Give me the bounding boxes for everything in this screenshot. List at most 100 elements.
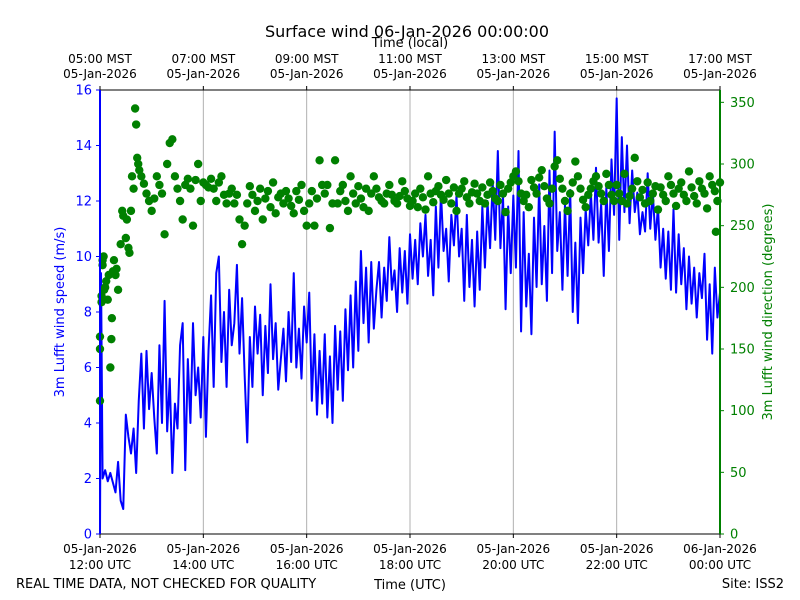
wind-direction-point xyxy=(677,178,686,187)
left-tick-label: 8 xyxy=(84,306,92,321)
wind-direction-point xyxy=(103,295,112,304)
direction-series xyxy=(95,104,725,405)
x-tick-utc-time: 00:00 UTC xyxy=(689,558,751,572)
wind-direction-point xyxy=(537,165,546,175)
wind-direction-point xyxy=(710,186,720,196)
wind-direction-point xyxy=(480,199,490,208)
wind-direction-point xyxy=(653,205,663,214)
wind-direction-point xyxy=(625,191,634,201)
wind-direction-point xyxy=(553,156,562,165)
x-tick-local-time: 17:00 MST xyxy=(688,52,752,66)
wind-direction-point xyxy=(385,180,394,190)
wind-direction-point xyxy=(596,189,606,198)
wind-direction-point xyxy=(294,195,304,204)
wind-direction-point xyxy=(137,172,146,181)
wind-direction-point xyxy=(222,199,231,208)
left-tick-label: 4 xyxy=(84,417,92,432)
wind-direction-point xyxy=(418,193,428,202)
wind-direction-point xyxy=(127,172,137,181)
wind-direction-point xyxy=(133,153,142,163)
wind-direction-point xyxy=(457,184,466,193)
right-tick-label: 350 xyxy=(730,96,755,111)
wind-direction-point xyxy=(263,186,273,196)
wind-direction-point xyxy=(126,206,136,216)
bottom-axis-label: Time (UTC) xyxy=(373,578,446,593)
site-label: Site: ISS2 xyxy=(722,577,784,592)
wind-direction-point xyxy=(615,189,624,198)
wind-direction-point xyxy=(240,221,249,230)
wind-direction-point xyxy=(271,209,280,218)
wind-direction-point xyxy=(581,202,590,212)
x-tick-utc-date: 06-Jan-2026 xyxy=(683,542,757,556)
wind-direction-point xyxy=(630,153,639,163)
wind-direction-point xyxy=(196,196,205,206)
wind-direction-point xyxy=(131,120,141,129)
left-tick-label: 14 xyxy=(75,139,92,154)
wind-direction-point xyxy=(170,172,180,181)
wind-direction-point xyxy=(147,206,156,216)
wind-direction-point xyxy=(356,194,366,203)
wind-direction-point xyxy=(565,189,575,198)
wind-direction-point xyxy=(186,184,195,193)
wind-direction-point xyxy=(116,239,125,249)
wind-direction-point xyxy=(109,256,119,265)
x-tick-utc-time: 14:00 UTC xyxy=(172,558,234,572)
left-tick-label: 2 xyxy=(84,472,92,487)
wind-direction-point xyxy=(302,221,311,230)
wind-direction-point xyxy=(325,223,335,233)
left-tick-label: 6 xyxy=(84,361,92,376)
wind-direction-point xyxy=(576,184,585,193)
wind-direction-point xyxy=(155,180,164,190)
x-tick-utc-time: 20:00 UTC xyxy=(482,558,544,572)
wind-direction-point xyxy=(638,185,647,195)
wind-direction-point xyxy=(534,173,544,182)
right-axis-ticks: 0 50 100 150 200 250 300 350 xyxy=(720,96,755,543)
right-tick-label: 300 xyxy=(730,158,755,173)
wind-direction-point xyxy=(212,196,221,206)
wind-direction-point xyxy=(627,184,637,193)
wind-direction-point xyxy=(152,172,162,181)
wind-direction-point xyxy=(99,252,108,261)
wind-direction-point xyxy=(157,189,167,198)
left-tick-label: 10 xyxy=(75,250,92,265)
wind-direction-point xyxy=(573,172,583,181)
wind-direction-point xyxy=(121,233,131,243)
wind-direction-point xyxy=(323,180,332,190)
wind-direction-point xyxy=(250,206,260,216)
wind-direction-point xyxy=(563,206,572,216)
x-tick-local-time: 09:00 MST xyxy=(275,52,339,66)
wind-direction-point xyxy=(142,189,151,198)
x-tick-local-time: 05:00 MST xyxy=(68,52,132,66)
x-tick-local-date: 05-Jan-2026 xyxy=(167,67,241,81)
wind-direction-point xyxy=(258,215,267,224)
wind-direction-point xyxy=(338,180,348,190)
right-tick-label: 0 xyxy=(730,528,738,543)
x-tick-utc-date: 05-Jan-2026 xyxy=(63,542,137,556)
wind-direction-point xyxy=(434,182,443,191)
wind-direction-point xyxy=(671,201,681,211)
wind-direction-point xyxy=(408,196,417,206)
wind-direction-point xyxy=(705,172,714,181)
wind-direction-point xyxy=(315,156,324,165)
wind-direction-point xyxy=(591,172,601,181)
wind-direction-point xyxy=(261,194,270,203)
wind-direction-point xyxy=(511,167,521,176)
wind-direction-point xyxy=(310,221,319,230)
wind-direction-point xyxy=(343,206,353,216)
wind-direction-point xyxy=(392,199,402,208)
wind-direction-point xyxy=(232,190,242,200)
wind-direction-point xyxy=(398,177,407,186)
x-tick-utc-date: 05-Jan-2026 xyxy=(373,542,447,556)
left-axis-ticks: 0 2 4 6 8 10 12 14 16 xyxy=(75,84,100,543)
wind-direction-point xyxy=(237,239,247,249)
wind-direction-point xyxy=(472,189,482,198)
top-axis-label: Time (local) xyxy=(371,36,448,51)
wind-direction-point xyxy=(695,177,704,186)
wind-direction-point xyxy=(266,202,275,212)
wind-direction-point xyxy=(514,177,523,186)
wind-direction-point xyxy=(656,183,665,192)
wind-direction-point xyxy=(206,174,216,183)
wind-direction-point xyxy=(692,199,701,208)
